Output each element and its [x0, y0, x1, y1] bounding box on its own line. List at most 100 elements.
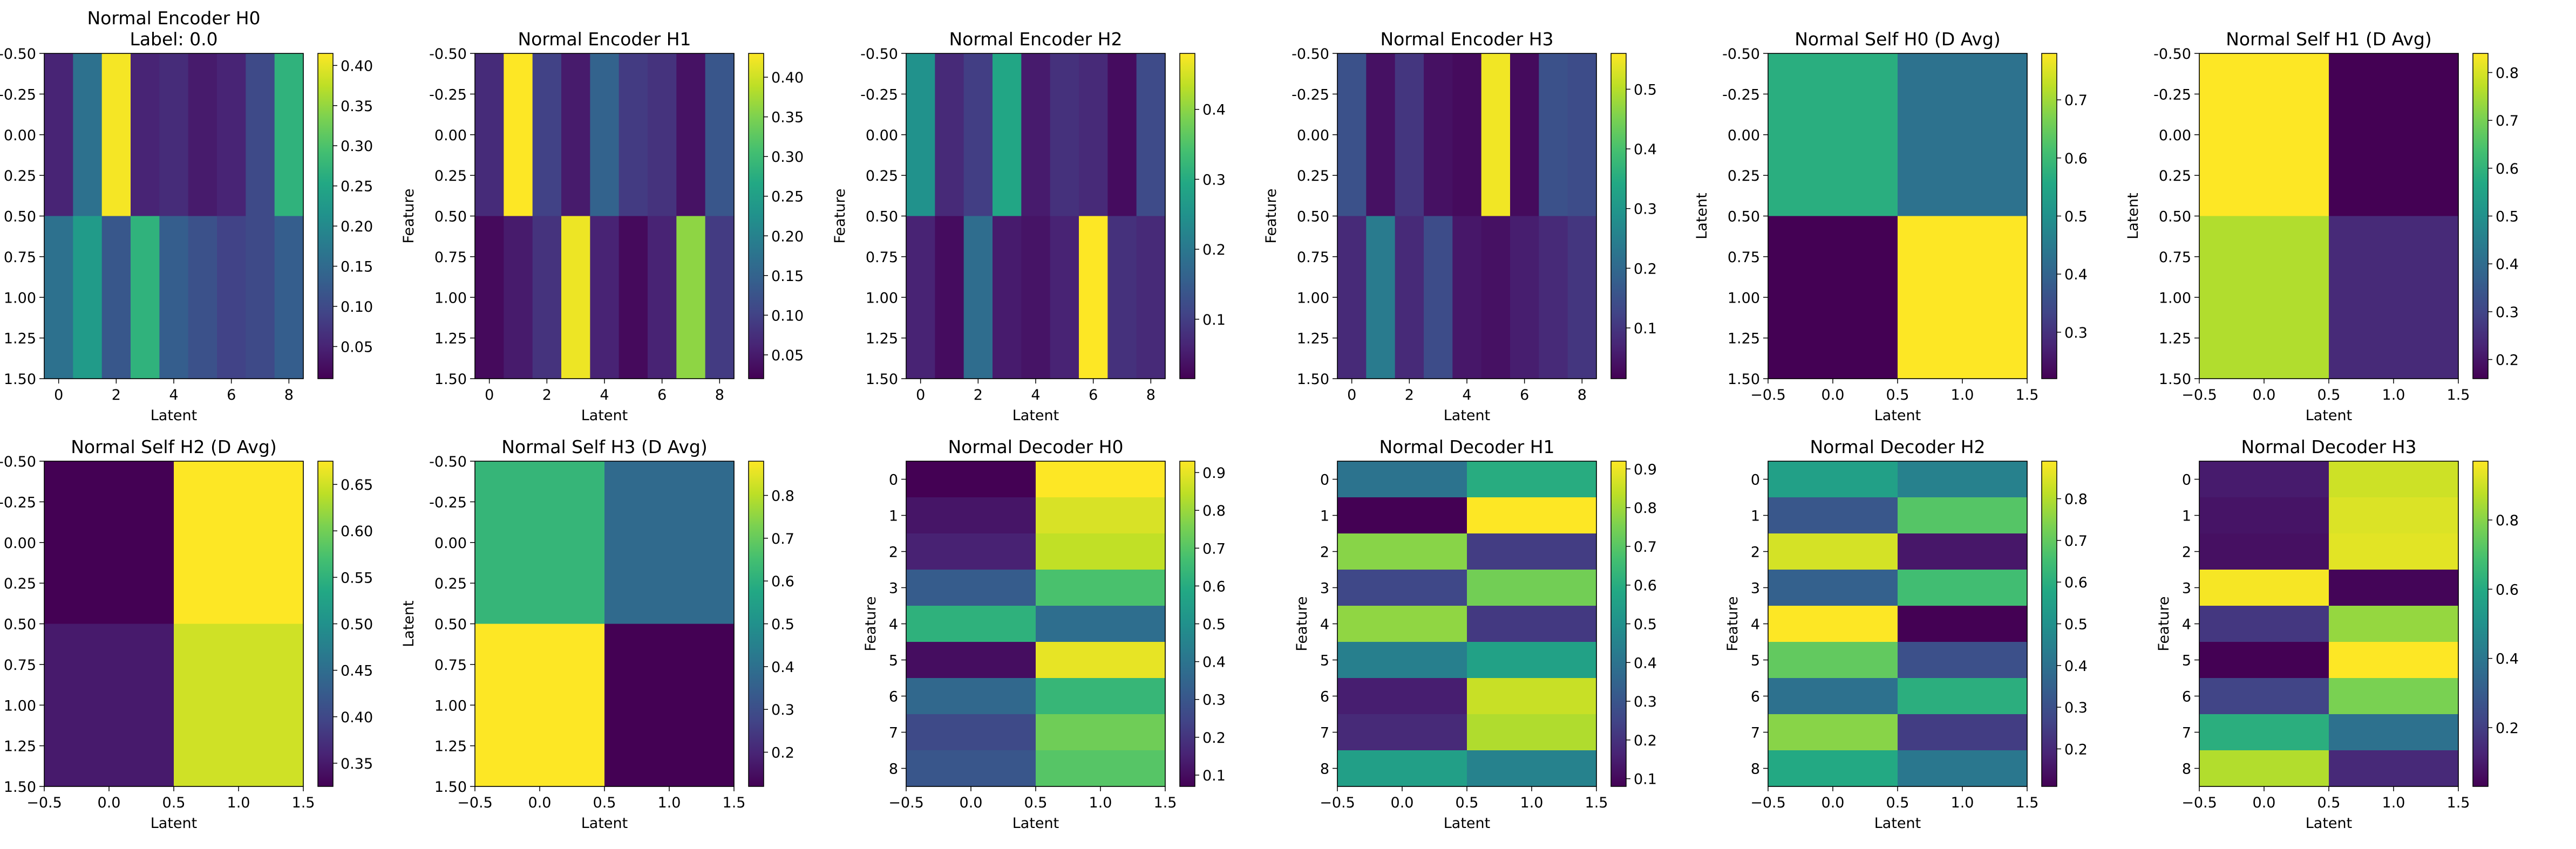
- colorbar-frame: [1179, 53, 1195, 379]
- colorbar-tick-label: 0.7: [1634, 539, 1657, 556]
- heatmap-cell: [906, 642, 1036, 679]
- heatmap-cell: [1467, 678, 1597, 715]
- x-tick-label: 0: [916, 387, 925, 403]
- y-tick-label: 1.50: [434, 371, 467, 388]
- colorbar-tick-label: 0.20: [771, 228, 804, 245]
- heatmap-cell: [1107, 53, 1137, 217]
- colorbar-tick-label: 0.4: [1634, 141, 1657, 158]
- heatmap-cell: [1898, 216, 2028, 379]
- colorbar-tick-label: 0.3: [1202, 172, 1226, 188]
- chart-title: Normal Encoder H2: [949, 29, 1122, 50]
- heatmap-cell: [131, 216, 160, 379]
- y-tick-label: 4: [1751, 617, 1760, 633]
- colorbar: [2473, 53, 2488, 379]
- x-tick-label: 1.5: [1154, 795, 1177, 811]
- heatmap-cell: [1366, 53, 1396, 217]
- y-axis-label: Latent: [1694, 193, 1710, 239]
- colorbar-tick-label: 0.5: [2496, 209, 2519, 225]
- y-tick-label: 5: [889, 653, 898, 669]
- y-tick-label: -0.50: [429, 46, 467, 63]
- y-axis-label: Feature: [2156, 596, 2172, 651]
- heatmap-cell: [2199, 678, 2329, 715]
- y-tick-label: 1.25: [1297, 331, 1329, 347]
- heatmap-cell: [1337, 714, 1467, 751]
- y-tick-label: 1.25: [4, 738, 36, 755]
- heatmap-cell: [1510, 216, 1539, 379]
- x-tick-label: 0.5: [162, 795, 186, 811]
- heatmap-cell: [44, 216, 73, 379]
- colorbar: [1180, 461, 1195, 786]
- x-tick-label: −0.5: [26, 795, 62, 811]
- colorbar-tick-label: 0.10: [771, 307, 804, 324]
- x-tick-label: 4: [169, 387, 178, 403]
- heatmap-cell: [1337, 606, 1467, 642]
- heatmap-cell: [1395, 216, 1424, 379]
- y-tick-label: 2: [889, 544, 898, 561]
- heatmap-cell: [604, 461, 735, 625]
- heatmap-cell: [1898, 606, 2028, 642]
- y-tick-label: 1: [889, 508, 898, 525]
- heatmap-cell: [705, 53, 735, 217]
- y-tick-label: -0.25: [2153, 86, 2191, 103]
- colorbar-tick-label: 0.2: [2064, 741, 2088, 758]
- y-tick-label: 1.25: [866, 331, 898, 347]
- x-tick-label: 0.5: [1024, 795, 1048, 811]
- heatmap-cell: [2329, 678, 2459, 715]
- y-tick-label: 1.00: [1297, 290, 1329, 306]
- colorbar-tick-label: 0.25: [771, 189, 804, 206]
- y-tick-label: 4: [1320, 617, 1329, 633]
- heatmap-cell: [246, 53, 275, 217]
- colorbar-frame: [317, 53, 334, 379]
- x-tick-label: 0.0: [960, 795, 983, 811]
- colorbar-tick-label: 0.5: [2064, 617, 2088, 633]
- heatmap-cell: [188, 216, 218, 379]
- heatmap-cell: [1768, 461, 1898, 498]
- colorbar-tick-label: 0.3: [1634, 694, 1657, 710]
- x-tick-label: 6: [1520, 387, 1529, 403]
- colorbar-tick-label: 0.45: [341, 663, 373, 680]
- heatmap-cell: [1036, 533, 1166, 570]
- heatmap-cell: [1768, 53, 1898, 217]
- x-axis-label: Latent: [1012, 815, 1059, 832]
- y-tick-label: 0.75: [2159, 249, 2191, 266]
- colorbar: [749, 53, 764, 379]
- heatmap-cell: [1898, 497, 2028, 534]
- heatmap-cell: [1768, 216, 1898, 379]
- colorbar-tick-label: 0.6: [2496, 161, 2519, 177]
- colorbar-tick-label: 0.2: [1634, 732, 1657, 749]
- heatmap-cell: [2199, 570, 2329, 606]
- colorbar-tick-label: 0.30: [341, 138, 373, 155]
- x-tick-label: 0.5: [2317, 387, 2341, 403]
- heatmap-cell: [1467, 642, 1597, 679]
- heatmap-cell: [705, 216, 735, 379]
- x-tick-label: 0.0: [2253, 795, 2276, 811]
- y-tick-label: 5: [2182, 653, 2191, 669]
- x-tick-label: 0.5: [1456, 795, 1479, 811]
- x-tick-label: 0.5: [1886, 795, 1909, 811]
- heatmap-cell: [906, 53, 935, 217]
- colorbar-tick-label: 0.8: [1634, 500, 1657, 517]
- colorbar-tick-label: 0.4: [1634, 655, 1657, 672]
- heatmap-panel-2: Normal Encoder H2 0 2 4 6 8 Latent -0.50 -0.25 0.…: [832, 29, 1226, 424]
- x-tick-label: 1.0: [1951, 795, 1974, 811]
- colorbar-tick-label: 0.3: [1202, 692, 1226, 709]
- heatmap-cell: [1768, 750, 1898, 787]
- heatmap-cell: [475, 624, 605, 787]
- y-tick-label: 0.00: [4, 127, 36, 144]
- y-axis-label: Feature: [1724, 596, 1741, 651]
- heatmap-cell: [1467, 533, 1597, 570]
- x-axis-label: Latent: [2306, 815, 2352, 832]
- colorbar-tick-label: 0.9: [1202, 465, 1226, 482]
- y-tick-label: 0.50: [2159, 209, 2191, 225]
- x-tick-label: 4: [1462, 387, 1471, 403]
- y-tick-label: -0.50: [0, 46, 36, 63]
- colorbar-tick-label: 0.2: [1634, 261, 1657, 277]
- heatmap-cell: [2329, 461, 2459, 498]
- y-tick-label: 3: [1751, 580, 1760, 597]
- heatmap-cell: [1567, 216, 1597, 379]
- y-tick-label: 1: [2182, 508, 2191, 525]
- heatmap-cell: [504, 53, 533, 217]
- y-tick-label: 0: [1320, 472, 1329, 489]
- x-tick-label: 1.0: [1951, 387, 1974, 403]
- heatmap-cell: [2329, 497, 2459, 534]
